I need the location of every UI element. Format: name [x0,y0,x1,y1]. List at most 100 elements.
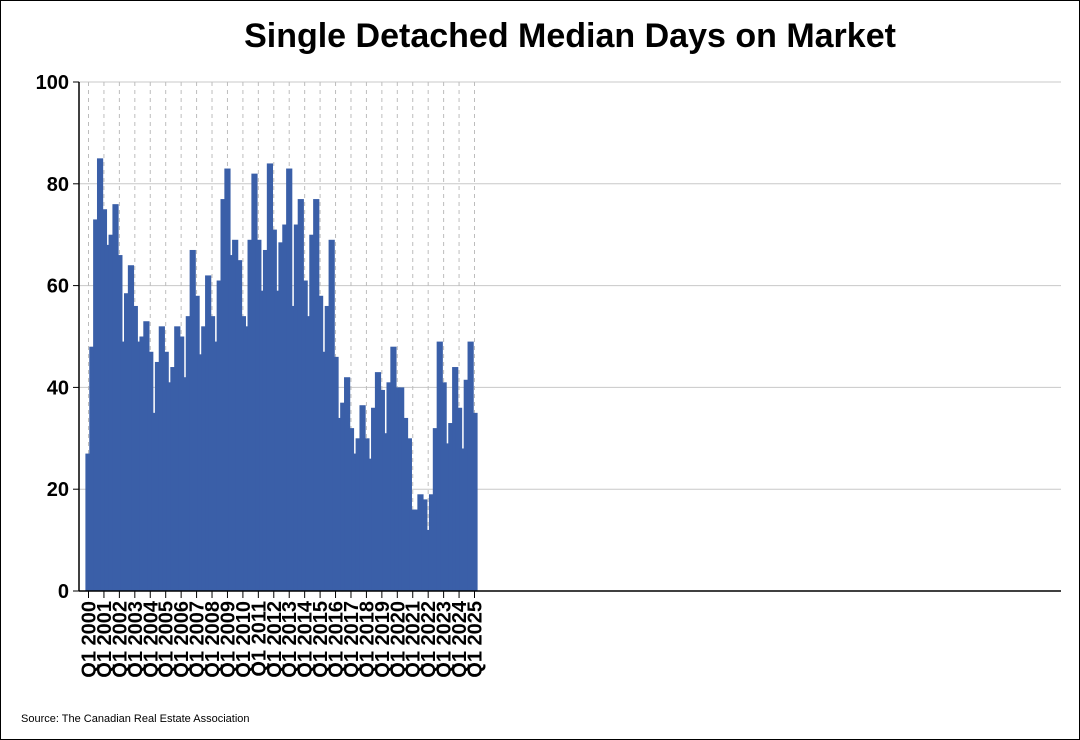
bar [463,379,470,591]
bar [220,199,227,591]
bar [116,255,123,591]
x-tick-label: Q1 2021 [403,601,425,678]
y-tick-label: 80 [47,174,69,196]
bar [96,158,104,591]
bar [247,239,254,592]
bar [455,407,463,591]
bar [274,290,281,591]
y-tick-label: 40 [47,377,69,399]
bar [270,229,277,592]
x-tick-label: Q1 2025 [465,601,487,678]
bar [305,316,312,591]
bar [297,199,304,591]
bar [193,295,200,591]
bar [398,387,405,591]
bar [421,499,428,591]
x-tick-label: Q1 2000 [79,601,101,678]
bar [232,239,239,592]
bar [174,326,181,591]
bar [317,295,324,591]
bar [444,443,451,591]
bar [216,280,223,591]
bar [124,293,131,591]
bar [243,326,250,591]
bar [382,433,389,591]
x-tick-label: Q1 2005 [156,601,178,678]
bar [324,305,331,591]
bar [85,453,92,591]
bar [467,341,474,591]
bar [239,316,246,591]
bar [394,387,401,591]
x-tick-label: Q1 2017 [341,601,363,678]
bar [166,382,173,591]
bar [235,260,243,591]
bar [197,354,204,591]
bar [471,412,478,591]
bar [178,336,185,591]
bar [448,423,455,591]
x-tick-label: Q1 2013 [279,601,301,678]
source-note: Source: The Canadian Real Estate Associa… [21,713,250,725]
bar [436,341,443,591]
bar [390,346,397,591]
x-tick-label: Q1 2014 [295,600,317,678]
x-tick-label: Q1 2023 [434,601,456,678]
bar [170,367,177,591]
bar [100,209,108,591]
bar [266,163,274,591]
bar [428,494,436,591]
x-tick-label: Q1 2007 [187,601,209,678]
bar [93,219,100,591]
x-tick-label: Q1 2008 [202,601,224,678]
bar [282,224,289,591]
bar [104,244,111,591]
bar [278,242,285,591]
bars [85,158,478,592]
bar [413,509,420,591]
y-tick-label: 60 [47,276,69,298]
bar [89,346,96,591]
bar [162,351,169,591]
bar [347,428,355,591]
x-tick-label: Q1 2012 [264,601,286,678]
bar [131,305,138,591]
bar [355,438,362,591]
bar [224,168,231,591]
bar [313,199,320,591]
y-tick-label: 20 [47,479,69,501]
bar [386,382,393,591]
bar [154,361,162,591]
bar [452,367,459,591]
chart-title: Single Detached Median Days on Market [244,17,896,55]
bar [289,305,297,591]
bar [425,529,432,591]
bar [293,224,301,591]
x-tick-label: Q1 2022 [418,601,440,678]
axes [73,81,1061,598]
bar [409,509,416,591]
bar [336,417,343,591]
bar [251,173,258,591]
bar [340,402,347,591]
bar [286,168,293,591]
x-tick-label: Q1 2016 [326,601,348,678]
bar [328,239,335,592]
x-tick-label: Q1 2024 [449,600,471,678]
bar [120,341,127,591]
bar [432,428,439,591]
x-tick-label: Q1 2006 [171,601,193,678]
bar [301,280,308,591]
bar [147,351,154,591]
bar [262,249,270,591]
x-tick-label: Q1 2004 [140,600,162,678]
bar [212,341,219,591]
bar [228,255,235,591]
bar [201,326,208,591]
bar [363,438,370,591]
x-tick-label: Q1 2002 [109,601,131,678]
bar [259,290,266,591]
